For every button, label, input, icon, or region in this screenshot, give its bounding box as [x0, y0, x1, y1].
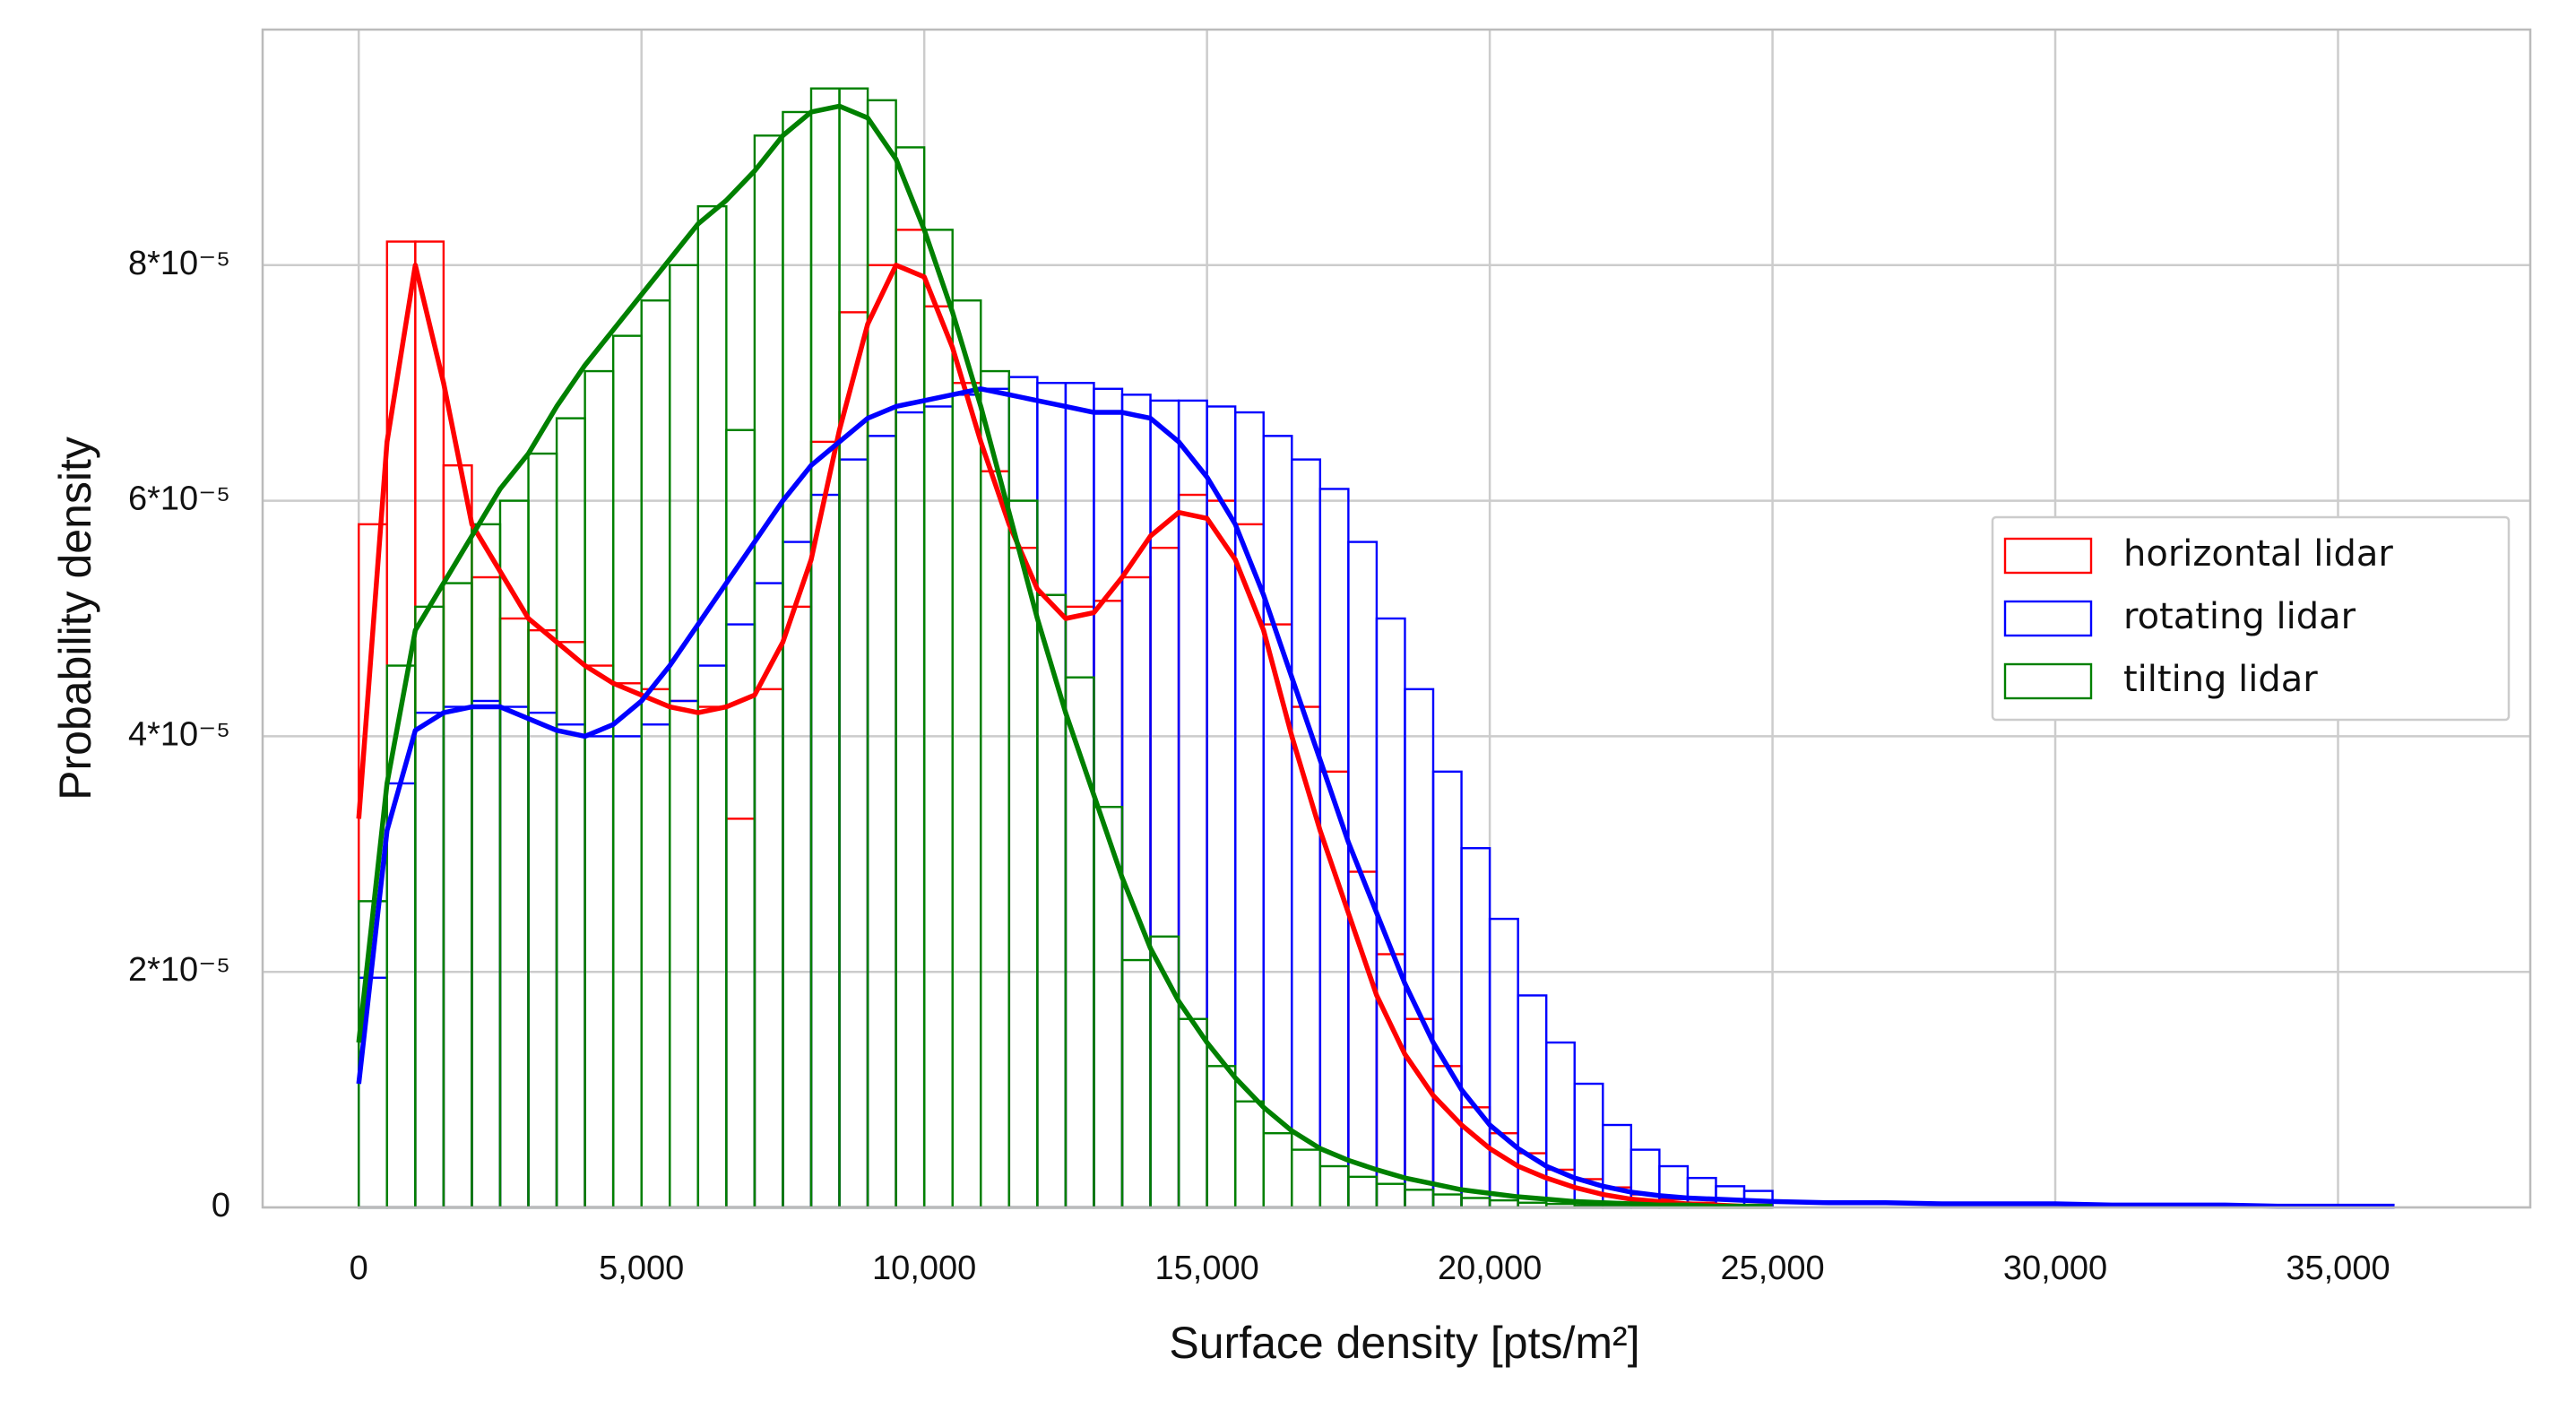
y-tick-label: 2*10⁻⁵ — [128, 951, 230, 989]
x-tick-label: 25,000 — [1720, 1250, 1824, 1287]
legend-label: tilting lidar — [2123, 659, 2318, 700]
y-tick-label: 6*10⁻⁵ — [128, 480, 230, 518]
x-tick-label: 10,000 — [872, 1250, 976, 1287]
x-tick-label: 0 — [350, 1250, 368, 1287]
x-axis-label: Surface density [pts/m²] — [1169, 1318, 1639, 1368]
y-axis-label: Probability density — [50, 437, 100, 800]
x-tick-label: 30,000 — [2003, 1250, 2107, 1287]
y-tick-label: 8*10⁻⁵ — [128, 245, 230, 282]
x-tick-label: 15,000 — [1155, 1250, 1259, 1287]
legend-label: horizontal lidar — [2123, 533, 2393, 575]
plot-border — [261, 28, 2532, 1209]
x-tick-label: 35,000 — [2286, 1250, 2390, 1287]
x-tick-label: 20,000 — [1438, 1250, 1542, 1287]
legend-swatch — [2003, 662, 2093, 700]
y-tick-label: 0 — [212, 1187, 230, 1224]
density-curve — [356, 386, 2395, 1209]
legend-swatch — [2003, 537, 2093, 575]
y-tick-label: 4*10⁻⁵ — [128, 715, 230, 753]
density-curve — [356, 103, 1773, 1209]
legend-label: rotating lidar — [2123, 596, 2356, 637]
x-tick-label: 5,000 — [599, 1250, 684, 1287]
legend-box — [1991, 515, 2511, 722]
density-curve — [356, 263, 1773, 1209]
legend-swatch — [2003, 600, 2093, 637]
